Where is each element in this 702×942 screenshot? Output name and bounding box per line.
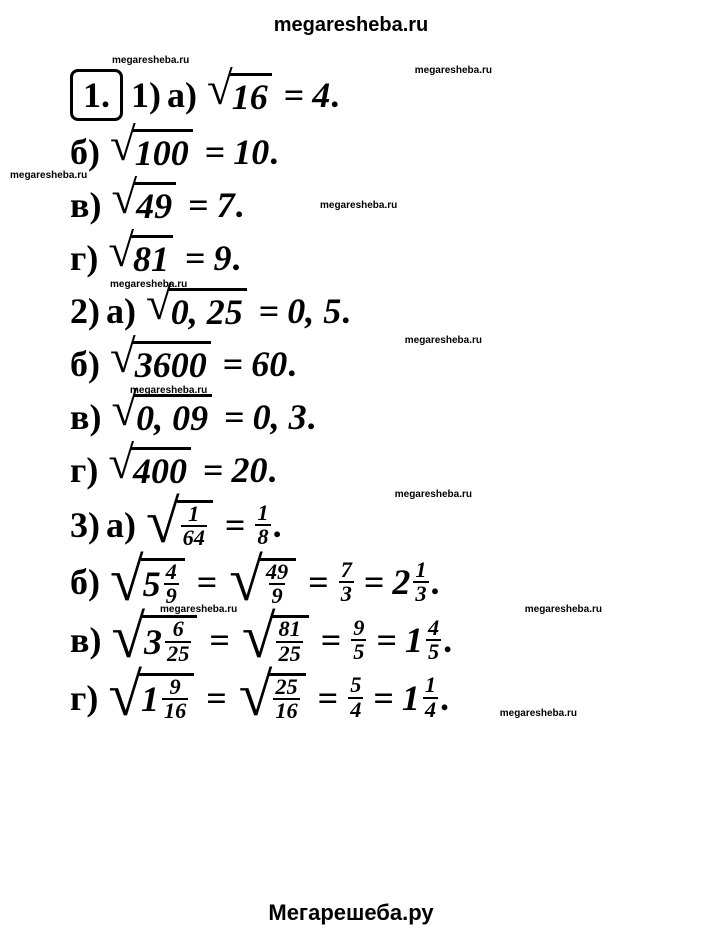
sqrt-icon: √ 164 (146, 500, 213, 550)
sqrt-icon: √0, 09 (111, 394, 212, 439)
watermark: megaresheba.ru (415, 65, 492, 76)
watermark: megaresheba.ru (525, 604, 602, 615)
part-label: г) (70, 449, 98, 491)
result: 0, 3 (253, 396, 307, 438)
result-mixed: 213 (392, 559, 430, 606)
line-2-2v: в) √0, 09 = 0, 3. (70, 394, 672, 439)
sqrt-icon: √ 3625 (111, 615, 197, 665)
line-2-2b: б) √3600 = 60. megaresheba.ru megaresheb… (70, 341, 672, 386)
line-1-1a: megaresheba.ru 1. 1) а) √16 = 4. megares… (70, 69, 672, 121)
step-frac: 54 (348, 674, 363, 721)
part-label: б) (70, 561, 100, 603)
part-label: б) (70, 343, 100, 385)
watermark: megaresheba.ru (320, 200, 397, 211)
result-mixed: 145 (405, 617, 443, 664)
part-label: г) (70, 677, 98, 719)
part-label: г) (70, 237, 98, 279)
line-3-3v: в) √ 3625 = √ 8125 = 95 = 145. (70, 615, 672, 665)
line-2-2g: г) √400 = 20. megaresheba.ru (70, 447, 672, 492)
result: 60 (251, 343, 287, 385)
watermark: megaresheba.ru (395, 489, 472, 500)
math-content: megaresheba.ru 1. 1) а) √16 = 4. megares… (0, 41, 702, 723)
sqrt-icon: √ 2516 (239, 673, 306, 723)
sqrt-icon: √ 8125 (242, 615, 309, 665)
group-label: 3) (70, 504, 100, 546)
group-label: 1) (131, 74, 161, 116)
result: 0, 5 (287, 290, 341, 332)
watermark: megaresheba.ru (500, 708, 577, 719)
watermark: megaresheba.ru (160, 604, 237, 615)
sqrt-icon: √ 549 (110, 558, 185, 608)
page-header: megaresheba.ru (0, 0, 702, 41)
line-2-2a: 2) а) √0, 25 = 0, 5. (70, 288, 672, 333)
line-1-1g: г) √81 = 9. megaresheba.ru (70, 235, 672, 280)
page-footer: Мегарешеба.ру (0, 890, 702, 936)
sqrt-icon: √3600 (110, 341, 211, 386)
problem-box: 1. (70, 69, 123, 121)
part-label: а) (106, 504, 136, 546)
result: 4 (312, 74, 330, 116)
line-3-3a: 3) а) √ 164 = 18. (70, 500, 672, 550)
sqrt-icon: √0, 25 (146, 288, 247, 333)
sqrt-icon: √81 (108, 235, 173, 280)
sqrt-icon: √100 (110, 129, 193, 174)
step-frac: 73 (339, 559, 354, 606)
watermark: megaresheba.ru (112, 55, 189, 66)
part-label: в) (70, 619, 101, 661)
line-1-1v: megaresheba.ru в) √49 = 7. megaresheba.r… (70, 182, 672, 227)
sqrt-icon: √ 1916 (108, 673, 194, 723)
result-frac: 18 (255, 502, 270, 549)
watermark: megaresheba.ru (10, 170, 87, 181)
part-label: а) (106, 290, 136, 332)
result: 7 (217, 184, 235, 226)
result: 10 (233, 131, 269, 173)
step-frac: 95 (351, 617, 366, 664)
part-label: а) (167, 74, 197, 116)
result: 9 (214, 237, 232, 279)
sqrt-icon: √ 499 (229, 558, 296, 608)
sqrt-icon: √16 (207, 73, 272, 118)
part-label: в) (70, 396, 101, 438)
part-label: б) (70, 131, 100, 173)
part-label: в) (70, 184, 101, 226)
sqrt-icon: √400 (108, 447, 191, 492)
watermark: megaresheba.ru (405, 335, 482, 346)
result: 20 (232, 449, 268, 491)
result-mixed: 114 (402, 674, 440, 721)
line-3-3g: г) √ 1916 = √ 2516 = 54 = 114. megareshe… (70, 673, 672, 723)
group-label: 2) (70, 290, 100, 332)
sqrt-icon: √49 (111, 182, 176, 227)
line-1-1b: б) √100 = 10. (70, 129, 672, 174)
line-3-3b: б) √ 549 = √ 499 = 73 = 213. megaresheba… (70, 558, 672, 608)
